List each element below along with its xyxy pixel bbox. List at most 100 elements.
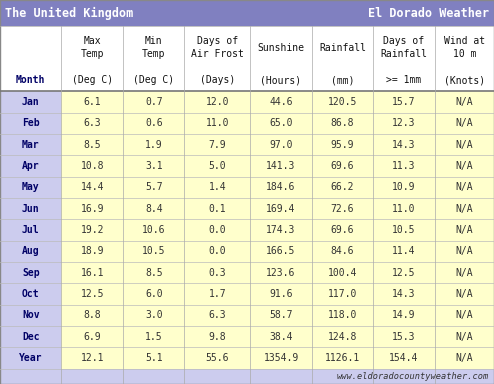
Text: Max
Temp: Max Temp	[81, 36, 104, 59]
Text: Jul: Jul	[22, 225, 40, 235]
Text: Sunshine: Sunshine	[257, 43, 304, 53]
Bar	[61, 262, 123, 283]
Text: Apr: Apr	[22, 161, 40, 171]
Text: 120.5: 120.5	[328, 97, 357, 107]
Text: Month: Month	[16, 75, 45, 85]
Text: 1.5: 1.5	[145, 331, 163, 341]
Bar	[435, 156, 494, 177]
Text: 8.5: 8.5	[145, 268, 163, 278]
Text: 166.5: 166.5	[266, 246, 296, 256]
Text: Jun: Jun	[22, 204, 40, 214]
Text: 69.6: 69.6	[331, 225, 354, 235]
Bar	[184, 198, 250, 219]
Text: 10.8: 10.8	[81, 161, 104, 171]
Text: N/A: N/A	[455, 246, 473, 256]
Bar	[312, 305, 373, 326]
Bar	[0, 369, 494, 384]
Text: 12.5: 12.5	[392, 268, 416, 278]
Text: N/A: N/A	[455, 118, 473, 128]
Bar	[250, 198, 312, 219]
Text: (Deg C): (Deg C)	[72, 75, 113, 85]
Bar	[184, 283, 250, 305]
Bar	[312, 198, 373, 219]
Bar	[250, 134, 312, 156]
Bar	[123, 347, 184, 369]
Text: 19.2: 19.2	[81, 225, 104, 235]
Bar	[184, 156, 250, 177]
Text: 12.0: 12.0	[206, 97, 229, 107]
Bar	[250, 177, 312, 198]
Bar	[61, 156, 123, 177]
Text: 8.5: 8.5	[83, 140, 101, 150]
Bar	[0, 198, 61, 219]
Text: 1354.9: 1354.9	[263, 353, 299, 363]
Bar	[61, 347, 123, 369]
Text: 10.5: 10.5	[392, 225, 416, 235]
Text: 91.6: 91.6	[269, 289, 293, 299]
Bar	[250, 347, 312, 369]
Bar	[435, 113, 494, 134]
Bar	[184, 134, 250, 156]
Text: 8.8: 8.8	[83, 310, 101, 320]
Bar	[312, 326, 373, 347]
Bar	[373, 305, 435, 326]
Bar	[123, 219, 184, 241]
Bar	[61, 326, 123, 347]
Bar	[312, 347, 373, 369]
Text: 123.6: 123.6	[266, 268, 296, 278]
Bar	[435, 241, 494, 262]
Bar	[312, 219, 373, 241]
Text: 118.0: 118.0	[328, 310, 357, 320]
Text: 6.3: 6.3	[208, 310, 226, 320]
Bar	[123, 283, 184, 305]
Bar	[184, 347, 250, 369]
Bar	[0, 262, 61, 283]
Bar	[435, 326, 494, 347]
Text: Mar: Mar	[22, 140, 40, 150]
Text: N/A: N/A	[455, 97, 473, 107]
Bar	[123, 262, 184, 283]
Bar	[435, 262, 494, 283]
Bar	[373, 198, 435, 219]
Bar	[0, 305, 61, 326]
Text: 12.1: 12.1	[81, 353, 104, 363]
Text: 86.8: 86.8	[331, 118, 354, 128]
Text: 3.0: 3.0	[145, 310, 163, 320]
Text: 6.1: 6.1	[83, 97, 101, 107]
Text: 174.3: 174.3	[266, 225, 296, 235]
Text: 69.6: 69.6	[331, 161, 354, 171]
Text: 100.4: 100.4	[328, 268, 357, 278]
Text: 10.6: 10.6	[142, 225, 165, 235]
Bar	[373, 283, 435, 305]
Text: 0.0: 0.0	[208, 246, 226, 256]
Text: N/A: N/A	[455, 204, 473, 214]
Bar	[184, 113, 250, 134]
Text: 55.6: 55.6	[206, 353, 229, 363]
Text: 1126.1: 1126.1	[325, 353, 360, 363]
Bar	[312, 156, 373, 177]
Bar	[250, 113, 312, 134]
Bar	[123, 198, 184, 219]
Text: Sep: Sep	[22, 268, 40, 278]
Text: 9.8: 9.8	[208, 331, 226, 341]
Bar	[0, 177, 61, 198]
Text: 15.7: 15.7	[392, 97, 416, 107]
Text: 14.3: 14.3	[392, 140, 416, 150]
Text: Oct: Oct	[22, 289, 40, 299]
Bar	[250, 156, 312, 177]
Text: 66.2: 66.2	[331, 182, 354, 192]
Bar	[0, 26, 494, 69]
Bar	[123, 113, 184, 134]
Text: 0.1: 0.1	[208, 204, 226, 214]
Text: Feb: Feb	[22, 118, 40, 128]
Bar	[373, 219, 435, 241]
Bar	[184, 177, 250, 198]
Text: 10.5: 10.5	[142, 246, 165, 256]
Text: (mm): (mm)	[331, 75, 354, 85]
Bar	[184, 91, 250, 113]
Bar	[123, 305, 184, 326]
Bar	[184, 326, 250, 347]
Bar	[123, 156, 184, 177]
Text: >= 1mm: >= 1mm	[386, 75, 421, 85]
Text: 72.6: 72.6	[331, 204, 354, 214]
